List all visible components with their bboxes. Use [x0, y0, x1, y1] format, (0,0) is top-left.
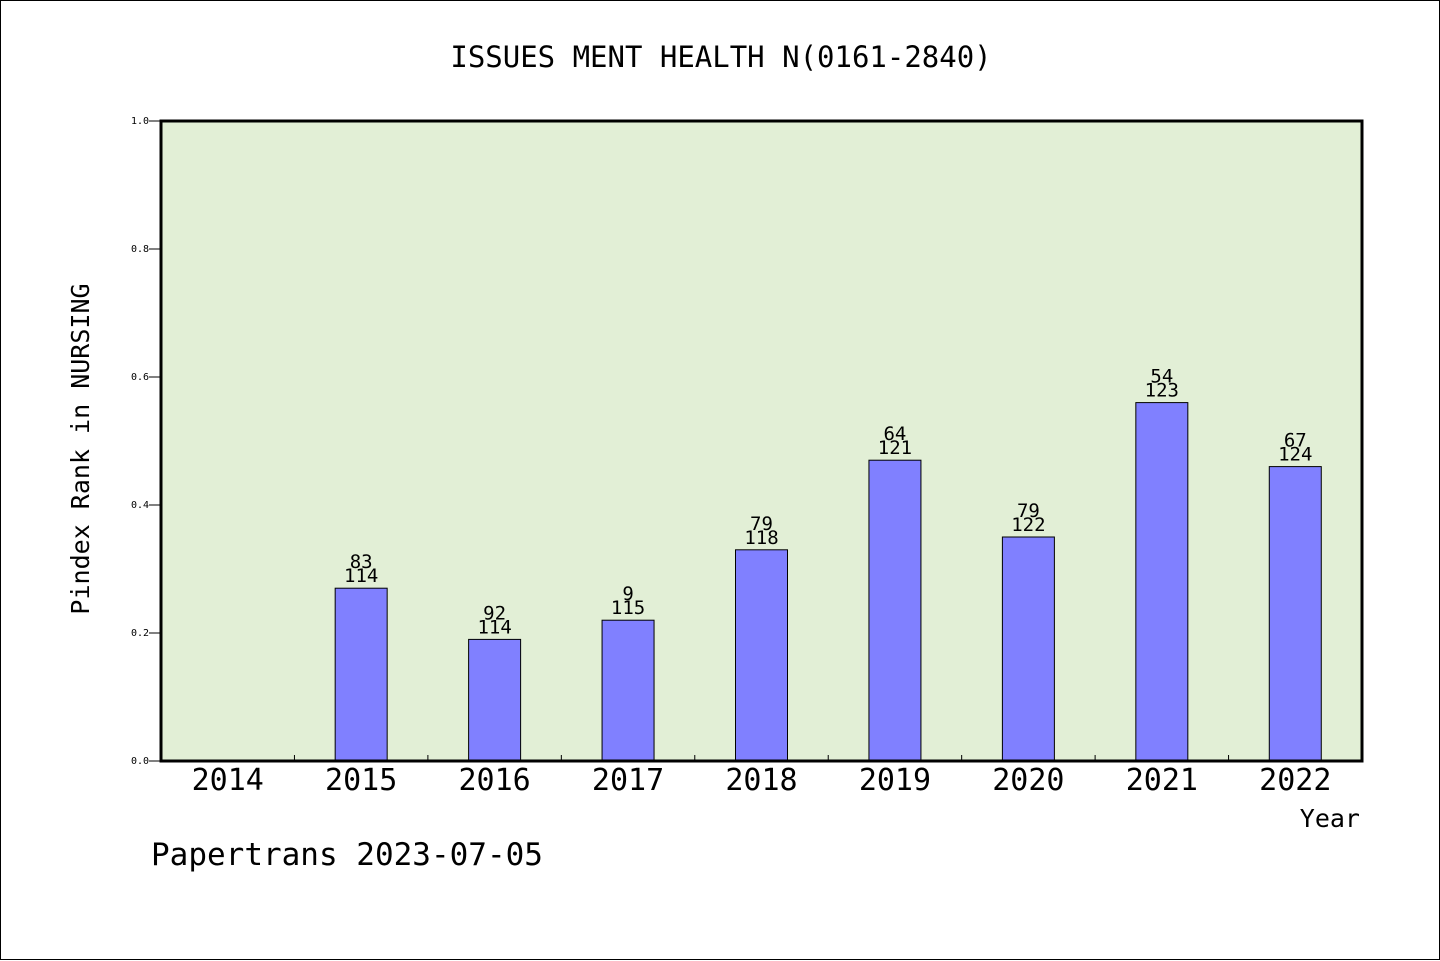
x-axis-label: Year [1300, 804, 1360, 833]
bar-rank-label: 79 [750, 513, 773, 535]
x-tick-label: 2021 [1126, 763, 1198, 798]
bar-rank-label: 64 [883, 423, 906, 445]
x-tick-label: 2019 [859, 763, 931, 798]
y-axis-label: Pindex Rank in NURSING [66, 283, 95, 614]
x-tick-label: 2018 [725, 763, 797, 798]
x-tick-label: 2022 [1259, 763, 1331, 798]
y-tick-label: 0.6 [131, 372, 149, 383]
bar-rank-label: 83 [350, 551, 373, 573]
y-tick-label: 1.0 [131, 116, 149, 127]
bar-total-label: 114 [477, 616, 511, 638]
bar-rank-label: 79 [1017, 500, 1040, 522]
y-tick-label: 0.8 [131, 244, 149, 255]
x-tick-label: 2020 [992, 763, 1064, 798]
bar-total-label: 122 [1011, 514, 1045, 536]
bar-rank-label: 67 [1284, 430, 1307, 452]
bar-total-label: 115 [611, 597, 645, 619]
y-axis: 0.0 0.2 0.4 0.6 0.8 1.0 [131, 116, 161, 767]
bar [735, 549, 788, 762]
bar-rank-label: 54 [1150, 366, 1173, 388]
bar-total-label: 114 [344, 565, 378, 587]
x-tick-label: 2016 [458, 763, 530, 798]
bar-rank-label: 9 [622, 583, 633, 605]
bar-total-label: 118 [744, 527, 778, 549]
bar [468, 638, 522, 762]
bar-total-label: 123 [1145, 380, 1179, 402]
x-tick-label: 2017 [592, 763, 664, 798]
y-tick-label: 0.4 [131, 500, 149, 511]
bar-rank-label: 92 [483, 602, 506, 624]
chart-title: ISSUES MENT HEALTH N(0161-2840) [450, 40, 991, 74]
x-tick-label: 2014 [192, 763, 264, 798]
bar-total-label: 121 [878, 437, 912, 459]
y-tick-label: 0.2 [131, 628, 149, 639]
bar [334, 587, 388, 762]
bar-total-label: 124 [1278, 444, 1312, 466]
bar [868, 459, 922, 762]
bar [601, 619, 655, 762]
bar [1268, 466, 1322, 762]
x-axis: 2014 2015 2016 2017 2018 2019 2020 2021 2022 [192, 755, 1331, 798]
bar [1001, 536, 1055, 762]
x-tick-label: 2015 [325, 763, 397, 798]
bar [1135, 402, 1189, 762]
watermark: Papertrans 2023-07-05 [151, 837, 543, 873]
y-tick-label: 0.0 [131, 756, 149, 767]
plot-border [159, 119, 1364, 763]
